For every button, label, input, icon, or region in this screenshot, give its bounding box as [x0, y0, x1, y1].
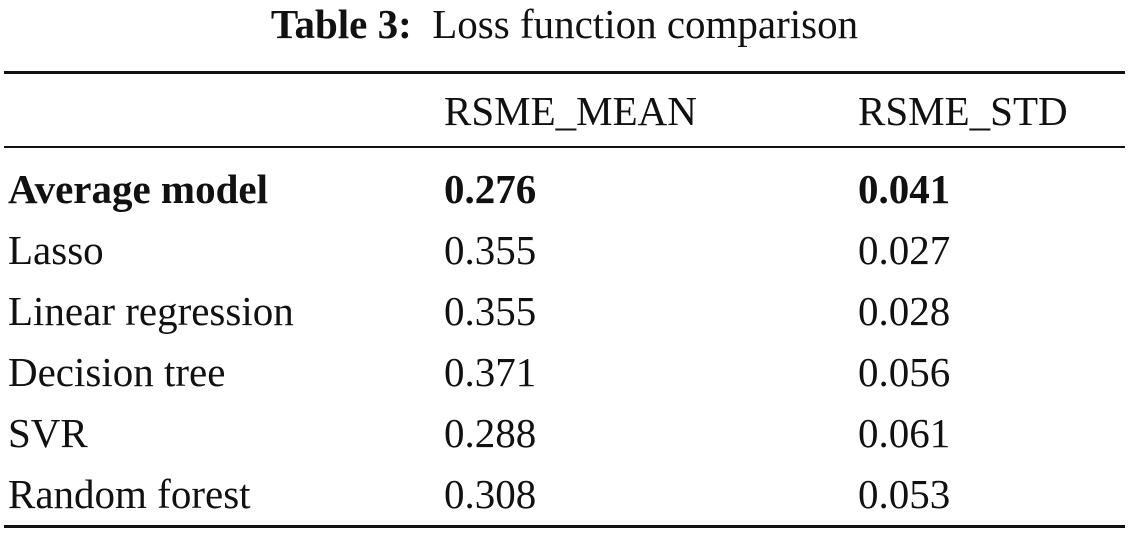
row-model-name: Average model	[8, 166, 268, 212]
row-rsme-mean: 0.288	[444, 410, 537, 456]
row-rsme-std: 0.053	[858, 471, 951, 517]
table-row: Average model 0.276 0.041	[0, 158, 1129, 220]
row-model-name: Decision tree	[8, 349, 226, 395]
row-rsme-mean: 0.355	[444, 227, 537, 273]
table-caption-label: Table 3:	[270, 1, 412, 47]
table-row: Lasso 0.355 0.027	[0, 219, 1129, 281]
row-rsme-std: 0.061	[858, 410, 951, 456]
row-rsme-mean: 0.355	[444, 288, 537, 334]
top-rule	[4, 71, 1125, 74]
row-rsme-mean: 0.308	[444, 471, 537, 517]
table-row: Linear regression 0.355 0.028	[0, 280, 1129, 342]
table-row: Random forest 0.308 0.053	[0, 463, 1129, 525]
row-rsme-mean: 0.371	[444, 349, 537, 395]
row-model-name: Lasso	[8, 227, 104, 273]
table-caption-text: Loss function comparison	[432, 1, 859, 47]
row-model-name: SVR	[8, 410, 88, 456]
row-model-name: Linear regression	[8, 288, 294, 334]
row-model-name: Random forest	[8, 471, 251, 517]
header-cell-rsme-std: RSME_STD	[858, 88, 1068, 134]
row-rsme-std: 0.041	[858, 166, 951, 212]
row-rsme-std: 0.028	[858, 288, 951, 334]
bottom-rule	[4, 525, 1125, 528]
table-caption: Table 3: Loss function comparison	[0, 0, 1129, 62]
row-rsme-std: 0.056	[858, 349, 951, 395]
header-cell-rsme-mean: RSME_MEAN	[444, 88, 697, 134]
table-row: SVR 0.288 0.061	[0, 402, 1129, 464]
header-rule	[4, 146, 1125, 148]
table-header-row: RSME_MEAN RSME_STD	[0, 80, 1129, 142]
row-rsme-std: 0.027	[858, 227, 951, 273]
row-rsme-mean: 0.276	[444, 166, 537, 212]
table-row: Decision tree 0.371 0.056	[0, 341, 1129, 403]
